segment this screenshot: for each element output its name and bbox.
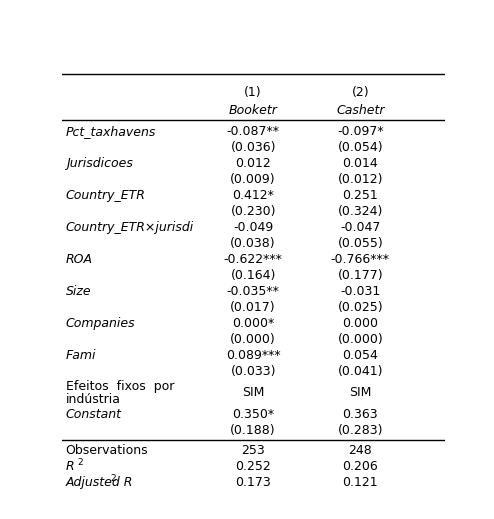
Text: Booketr: Booketr xyxy=(229,104,278,117)
Text: Observations: Observations xyxy=(66,444,148,457)
Text: Companies: Companies xyxy=(66,317,135,330)
Text: 2: 2 xyxy=(111,474,117,483)
Text: 0.363: 0.363 xyxy=(342,408,378,421)
Text: 0.089***: 0.089*** xyxy=(226,349,281,362)
Text: Country_ETR: Country_ETR xyxy=(66,189,145,202)
Text: 253: 253 xyxy=(241,444,265,457)
Text: SIM: SIM xyxy=(349,386,371,399)
Text: Pct_taxhavens: Pct_taxhavens xyxy=(66,125,156,138)
Text: (0.017): (0.017) xyxy=(230,301,276,314)
Text: -0.087**: -0.087** xyxy=(227,125,280,138)
Text: Constant: Constant xyxy=(66,408,122,421)
Text: -0.622***: -0.622*** xyxy=(224,253,283,266)
Text: (0.283): (0.283) xyxy=(337,424,383,437)
Text: SIM: SIM xyxy=(242,386,264,399)
Text: 0.014: 0.014 xyxy=(342,157,378,170)
Text: (1): (1) xyxy=(245,86,262,99)
Text: (0.025): (0.025) xyxy=(337,301,383,314)
Text: 248: 248 xyxy=(348,444,372,457)
Text: -0.031: -0.031 xyxy=(340,285,380,298)
Text: 0.173: 0.173 xyxy=(235,476,271,489)
Text: (0.000): (0.000) xyxy=(337,333,383,346)
Text: 0.206: 0.206 xyxy=(342,460,378,473)
Text: Size: Size xyxy=(66,285,91,298)
Text: 0.012: 0.012 xyxy=(235,157,271,170)
Text: (0.055): (0.055) xyxy=(337,237,383,250)
Text: -0.049: -0.049 xyxy=(233,221,273,234)
Text: -0.766***: -0.766*** xyxy=(331,253,390,266)
Text: 0.000: 0.000 xyxy=(342,317,378,330)
Text: 2: 2 xyxy=(78,458,83,467)
Text: (0.324): (0.324) xyxy=(338,205,383,218)
Text: (0.164): (0.164) xyxy=(231,269,276,282)
Text: Jurisdicoes: Jurisdicoes xyxy=(66,157,132,170)
Text: R: R xyxy=(66,460,74,473)
Text: (0.038): (0.038) xyxy=(230,237,276,250)
Text: 0.054: 0.054 xyxy=(342,349,378,362)
Text: (0.033): (0.033) xyxy=(230,365,276,378)
Text: 0.121: 0.121 xyxy=(342,476,378,489)
Text: 0.412*: 0.412* xyxy=(232,189,274,202)
Text: (0.009): (0.009) xyxy=(230,173,276,186)
Text: 0.251: 0.251 xyxy=(342,189,378,202)
Text: (0.054): (0.054) xyxy=(337,141,383,154)
Text: (0.188): (0.188) xyxy=(230,424,276,437)
Text: (0.041): (0.041) xyxy=(337,365,383,378)
Text: ROA: ROA xyxy=(66,253,92,266)
Text: (0.012): (0.012) xyxy=(337,173,383,186)
Text: 0.350*: 0.350* xyxy=(232,408,274,421)
Text: (0.230): (0.230) xyxy=(230,205,276,218)
Text: (0.000): (0.000) xyxy=(230,333,276,346)
Text: 0.252: 0.252 xyxy=(235,460,271,473)
Text: Adjusted R: Adjusted R xyxy=(66,476,133,489)
Text: (2): (2) xyxy=(352,86,369,99)
Text: Country_ETR×jurisdi: Country_ETR×jurisdi xyxy=(66,221,194,234)
Text: -0.047: -0.047 xyxy=(340,221,380,234)
Text: (0.177): (0.177) xyxy=(337,269,383,282)
Text: Efeitos  fixos  por: Efeitos fixos por xyxy=(66,380,174,393)
Text: (0.036): (0.036) xyxy=(230,141,276,154)
Text: 0.000*: 0.000* xyxy=(232,317,274,330)
Text: -0.097*: -0.097* xyxy=(337,125,384,138)
Text: -0.035**: -0.035** xyxy=(227,285,280,298)
Text: Fami: Fami xyxy=(66,349,96,362)
Text: Cashetr: Cashetr xyxy=(336,104,385,117)
Text: indústria: indústria xyxy=(66,393,121,406)
